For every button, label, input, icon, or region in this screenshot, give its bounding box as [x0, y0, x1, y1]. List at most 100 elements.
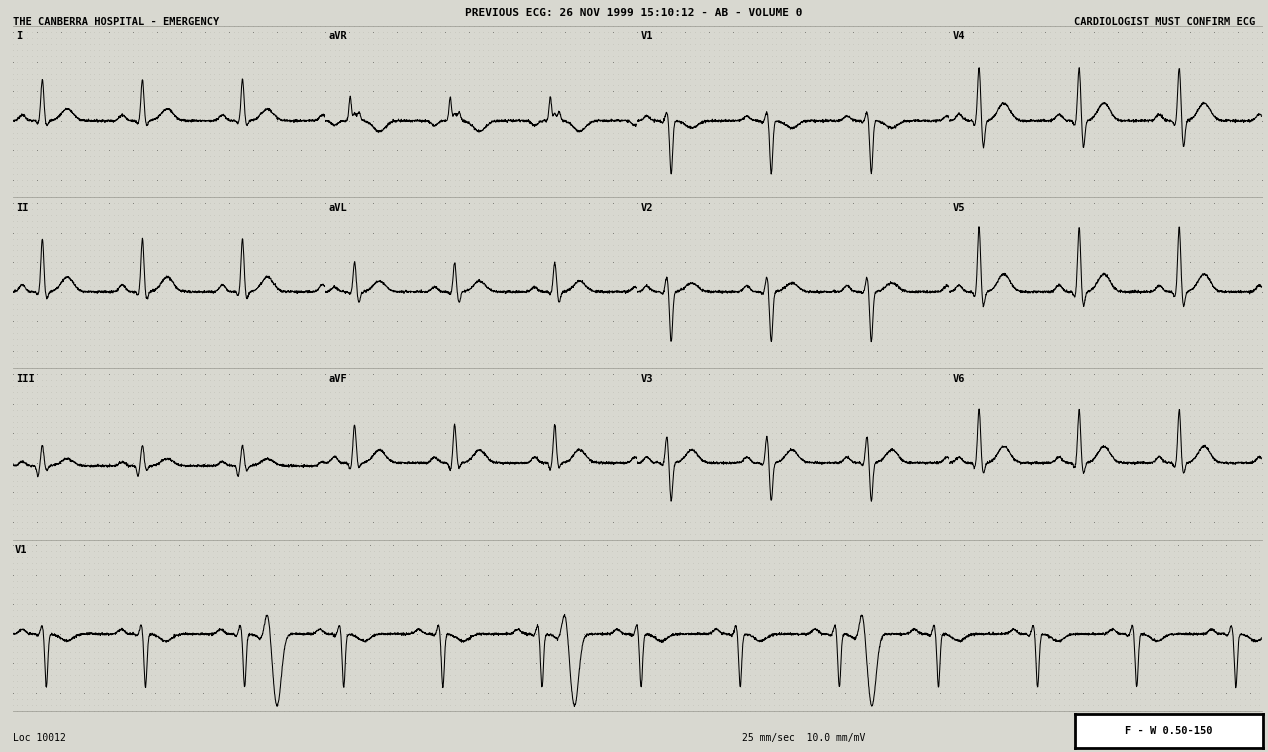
Point [604, 50, 624, 62]
Point [512, 693, 533, 705]
Point [626, 280, 647, 292]
Point [626, 315, 647, 327]
Point [848, 50, 869, 62]
Point [483, 427, 503, 439]
Point [848, 368, 869, 381]
Point [531, 675, 552, 687]
Point [805, 91, 825, 103]
Point [848, 68, 869, 80]
Point [266, 227, 287, 239]
Point [824, 451, 844, 463]
Point [886, 298, 907, 310]
Point [1002, 174, 1022, 186]
Point [656, 38, 676, 50]
Point [512, 551, 533, 563]
Point [22, 256, 42, 268]
Point [795, 321, 815, 333]
Point [325, 203, 345, 215]
Point [1208, 516, 1229, 528]
Point [46, 381, 66, 393]
Point [214, 120, 235, 132]
Point [699, 457, 719, 469]
Point [752, 120, 772, 132]
Point [1059, 250, 1079, 262]
Point [1126, 657, 1146, 669]
Point [70, 244, 90, 256]
Point [507, 421, 527, 433]
Point [900, 150, 921, 162]
Point [16, 144, 37, 156]
Point [1240, 587, 1260, 599]
Point [853, 56, 874, 68]
Point [536, 368, 557, 381]
Point [175, 38, 195, 50]
Point [790, 109, 810, 121]
Point [132, 462, 152, 475]
Point [902, 663, 922, 675]
Point [829, 386, 850, 398]
Point [131, 593, 151, 605]
Point [654, 651, 675, 663]
Point [536, 256, 557, 268]
Point [411, 103, 431, 115]
Point [3, 416, 23, 428]
Point [891, 493, 912, 505]
Point [156, 362, 176, 374]
Point [697, 669, 718, 681]
Point [41, 462, 61, 475]
Point [89, 551, 109, 563]
Point [1146, 156, 1167, 168]
Point [421, 20, 441, 32]
Point [314, 103, 335, 115]
Point [1246, 79, 1267, 91]
Point [1252, 174, 1268, 186]
Point [661, 392, 681, 404]
Point [94, 304, 114, 316]
Point [27, 569, 47, 581]
Point [1232, 186, 1253, 198]
Point [171, 522, 191, 534]
Point [80, 192, 100, 204]
Point [1194, 126, 1215, 138]
Point [1021, 651, 1041, 663]
Point [156, 209, 176, 221]
Point [330, 197, 350, 209]
Point [195, 85, 216, 97]
Point [137, 168, 157, 180]
Point [843, 280, 864, 292]
Point [714, 85, 734, 97]
Point [1227, 374, 1248, 387]
Point [997, 339, 1017, 351]
Point [864, 581, 884, 593]
Point [1198, 344, 1219, 356]
Point [108, 599, 128, 611]
Point [406, 522, 426, 534]
Point [531, 462, 552, 475]
Point [862, 232, 883, 244]
Point [699, 256, 719, 268]
Point [309, 91, 330, 103]
Point [935, 244, 955, 256]
Point [1232, 197, 1253, 209]
Point [742, 103, 762, 115]
Point [702, 533, 723, 545]
Point [195, 150, 216, 162]
Point [411, 398, 431, 410]
Point [358, 374, 378, 387]
Point [330, 280, 350, 292]
Point [1107, 238, 1127, 250]
Point [174, 545, 194, 557]
Point [127, 563, 147, 575]
Point [709, 298, 729, 310]
Point [905, 191, 926, 203]
Point [60, 687, 80, 699]
Point [287, 232, 307, 244]
Point [387, 286, 407, 298]
Point [204, 475, 224, 487]
Point [330, 274, 350, 286]
Point [862, 468, 883, 481]
Point [598, 304, 619, 316]
Point [161, 50, 181, 62]
Point [940, 705, 960, 717]
Point [1213, 362, 1234, 374]
